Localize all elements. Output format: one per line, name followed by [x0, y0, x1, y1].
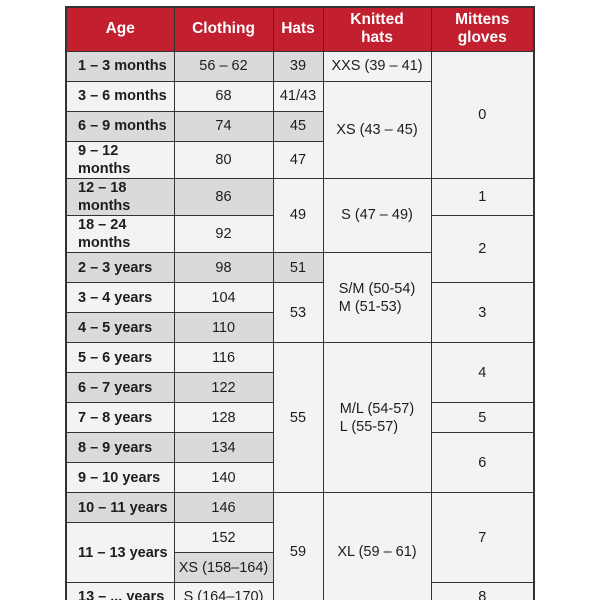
cell-clothing: 80 [173, 140, 274, 179]
cell-clothing: XS (158–164) [173, 552, 274, 584]
cell-hats: 55 [272, 342, 324, 494]
table-row: 5 – 6 years 116 55 M/L (54-57) L (55-57) 4 [65, 342, 535, 494]
cell-clothing: 146 [173, 492, 274, 524]
cell-age: 3 – 6 months [65, 80, 175, 112]
cell-mittens: 2 [430, 214, 535, 284]
size-table-body: 1 – 3 months 56 – 62 39 XXS (39 – 41) 0 3 – 6… [65, 50, 535, 600]
cell-age: 9 – 10 years [65, 462, 175, 494]
cell-clothing: 104 [173, 282, 274, 314]
cell-mittens: 5 [430, 402, 535, 434]
cell-age: 9 – 12 months [65, 140, 175, 179]
cell-hats: 47 [272, 140, 324, 179]
cell-mittens: 4 [430, 342, 535, 404]
cell-clothing: 74 [173, 110, 274, 142]
cell-age: 13 – ... years [65, 582, 175, 600]
table-row: XS (158–164) [66, 552, 534, 584]
cell-knitted: S (47 – 49) [322, 177, 432, 254]
cell-hats: 53 [272, 282, 324, 344]
cell-knitted: S/M (50-54) M (51-53) [322, 252, 432, 344]
header-cell-hats: Hats [272, 6, 324, 52]
table-row: 10 – 11 years 146 59 XL (59 – 61) 7 [65, 492, 535, 600]
table-row: 4 – 5 years 110 [65, 312, 534, 344]
cell-hats: 45 [272, 110, 324, 142]
cell-clothing: 92 [173, 214, 274, 254]
header-cell-age: Age [65, 6, 175, 52]
cell-clothing: 140 [173, 462, 274, 494]
cell-knitted: XS (43 – 45) [322, 80, 432, 179]
table-row: 18 – 24 months 92 2 [65, 214, 535, 284]
table-row: 3 – 4 years 104 53 3 [65, 282, 535, 344]
cell-clothing: 98 [173, 252, 274, 284]
cell-clothing: 134 [173, 432, 274, 464]
table-header: Age Clothing Hats Knitted hats Mittens g… [65, 6, 535, 52]
cell-knitted: XL (59 – 61) [322, 492, 432, 600]
header-cell-knitted-hats: Knitted hats [322, 6, 432, 52]
table-row: 12 – 18 months 86 49 S (47 – 49) 1 [65, 177, 535, 254]
cell-clothing: 110 [173, 312, 274, 344]
cell-clothing: 116 [173, 342, 274, 374]
cell-hats: 51 [272, 252, 324, 284]
cell-mittens: 7 [430, 492, 535, 584]
cell-mittens: 0 [430, 50, 535, 179]
cell-text: M/L (54-57) L (55-57) [339, 400, 415, 435]
header-row: Age Clothing Hats Knitted hats Mittens g… [65, 6, 535, 52]
cell-clothing: 86 [173, 177, 274, 217]
table-row: 9 – 12 months 80 47 [65, 140, 534, 179]
cell-age: 7 – 8 years [65, 402, 175, 434]
cell-clothing: 68 [173, 80, 274, 112]
header-cell-mittens-gloves: Mittens gloves [430, 6, 535, 52]
cell-mittens: 8 [430, 582, 535, 600]
cell-hats: 59 [272, 492, 324, 600]
table-row: 6 – 7 years 122 [65, 372, 534, 404]
cell-age: 8 – 9 years [65, 432, 175, 464]
cell-hats: 39 [272, 50, 324, 82]
cell-age: 10 – 11 years [65, 492, 175, 524]
table-row: 9 – 10 years 140 [65, 462, 534, 494]
cell-knitted: M/L (54-57) L (55-57) [322, 342, 432, 494]
cell-hats: 49 [272, 177, 324, 254]
cell-mittens: 6 [430, 432, 535, 494]
size-chart-table: Age Clothing Hats Knitted hats Mittens g… [65, 6, 535, 600]
cell-clothing: 122 [173, 372, 274, 404]
table-row: 2 – 3 years 98 51 S/M (50-54) M (51-53) [65, 252, 534, 344]
table-row: 1 – 3 months 56 – 62 39 XXS (39 – 41) 0 [65, 50, 535, 179]
cell-clothing: S (164–170) [173, 582, 274, 600]
cell-age: 4 – 5 years [65, 312, 175, 344]
cell-age: 18 – 24 months [65, 214, 175, 254]
cell-hats: 41/43 [272, 80, 324, 112]
cell-age: 3 – 4 years [65, 282, 175, 314]
cell-age: 1 – 3 months [65, 50, 175, 82]
cell-age: 11 – 13 years [65, 522, 175, 584]
cell-clothing: 56 – 62 [173, 50, 274, 82]
header-cell-clothing: Clothing [173, 6, 274, 52]
cell-text: S/M (50-54) M (51-53) [338, 280, 416, 315]
cell-clothing: 128 [173, 402, 274, 434]
table-row: 7 – 8 years 128 5 [65, 402, 535, 434]
table-row: 6 – 9 months 74 45 [65, 110, 534, 142]
cell-knitted: XXS (39 – 41) [322, 50, 432, 82]
table-row: 13 – ... years S (164–170) 8 [65, 582, 535, 600]
table-row: 11 – 13 years 152 [65, 522, 534, 584]
cell-age: 6 – 9 months [65, 110, 175, 142]
cell-age: 5 – 6 years [65, 342, 175, 374]
cell-mittens: 1 [430, 177, 535, 217]
cell-clothing: 152 [173, 522, 274, 554]
cell-age: 2 – 3 years [65, 252, 175, 284]
cell-mittens: 3 [430, 282, 535, 344]
cell-age: 6 – 7 years [65, 372, 175, 404]
cell-age: 12 – 18 months [65, 177, 175, 217]
